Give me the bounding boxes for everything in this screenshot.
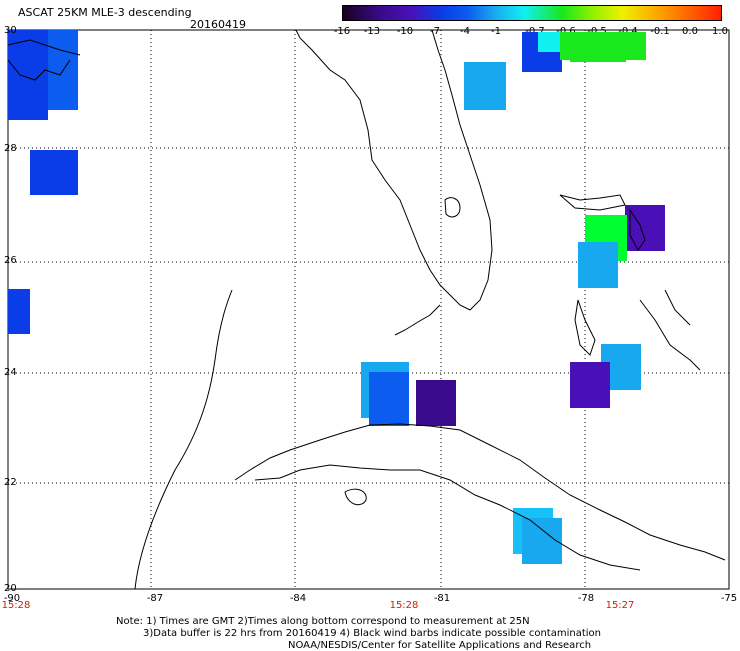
colorbar-label: 1.0 [712,26,728,37]
data-cell [416,380,456,426]
data-cell [464,62,506,110]
exumas [639,299,701,371]
lon-label: -75 [720,593,738,604]
graticule [7,29,730,590]
cuba-south-coast [254,464,641,571]
cuba-coast [234,423,726,561]
lon-label: -87 [146,593,164,604]
colorbar-label: -1 [491,26,501,37]
data-cell [578,242,618,288]
time-label: 15:28 [389,600,419,611]
lat-label: 22 [4,477,17,488]
colorbar-label: -0.5 [587,26,607,37]
data-cells [8,30,665,564]
data-cell [522,518,562,564]
lat-label: 28 [4,143,17,154]
time-label: 15:27 [605,600,635,611]
gulf-coast [134,289,233,590]
lon-label: -81 [433,593,451,604]
isla-juventud [344,488,367,506]
florida-coast [295,29,493,311]
lat-label: 26 [4,255,17,266]
lon-label: -78 [577,593,595,604]
andros-island [574,299,596,356]
colorbar-label: 0.0 [682,26,698,37]
lat-label: 24 [4,367,17,378]
colorbar-label: -13 [363,26,381,37]
coastlines [7,29,726,590]
lat-label: 30 [4,25,17,36]
north-coast-left [7,39,81,56]
colorbar-label: -16 [333,26,351,37]
florida-keys [394,304,441,336]
colorbar-label: -0.6 [556,26,576,37]
lat-label: 20 [4,583,17,594]
map-frame [7,29,730,590]
colorbar-label: -7 [430,26,440,37]
colorbar-label: -10 [396,26,414,37]
lake-okeechobee [444,197,461,218]
data-cell [570,362,610,408]
note-line-3: NOAA/NESDIS/Center for Satellite Applica… [288,640,592,651]
eleuthera [664,289,691,326]
colorbar-label: -4 [460,26,470,37]
data-cell [369,372,409,426]
product-date: 20160419 [190,18,246,31]
product-title: ASCAT 25KM MLE-3 descending [18,6,192,19]
data-cell [30,150,78,195]
colorbar [342,5,722,21]
lon-label: -90 [3,593,21,604]
time-label: 15:28 [1,600,31,611]
data-cell [8,30,48,120]
lon-label: -84 [289,593,307,604]
abaco [629,208,646,251]
louisiana-coast [7,59,71,81]
data-cell [570,50,626,62]
note-line-2: 3)Data buffer is 22 hrs from 20160419 4)… [143,628,601,639]
note-line-1: Note: 1) Times are GMT 2)Times along bot… [116,616,530,627]
great-bahama [559,194,626,211]
colorbar-label: -0.7 [525,26,545,37]
data-cell [8,289,30,334]
colorbar-label: -0.1 [650,26,670,37]
colorbar-label: -0.4 [618,26,638,37]
